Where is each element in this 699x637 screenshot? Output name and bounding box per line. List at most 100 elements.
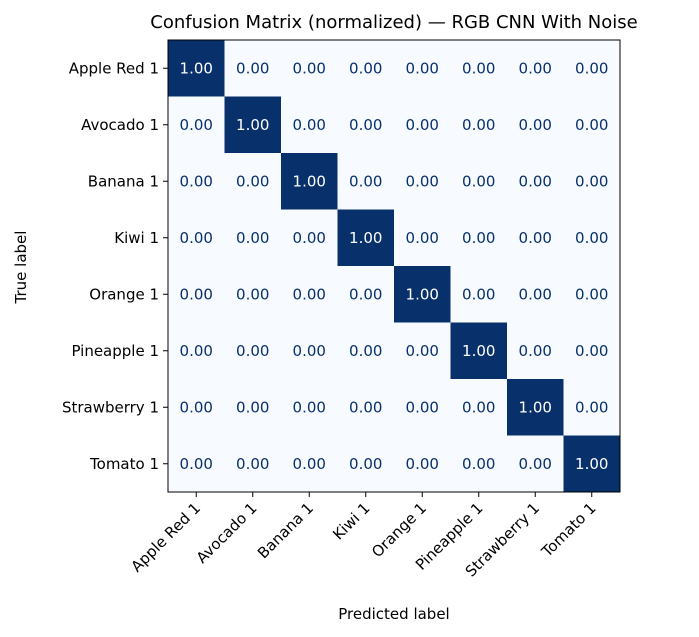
- cell-value-label: 0.00: [575, 342, 608, 360]
- heatmap-cell: [450, 379, 508, 436]
- y-tick-label: Orange 1: [89, 285, 159, 303]
- heatmap-cell: [507, 322, 564, 380]
- heatmap-cell: [507, 435, 564, 493]
- cell-value-label: 0.00: [293, 116, 326, 134]
- heatmap-cells: [168, 40, 621, 493]
- y-tick-label: Banana 1: [88, 172, 159, 190]
- cell-value-label: 0.00: [236, 285, 269, 303]
- cell-value-label: 0.00: [180, 229, 213, 247]
- heatmap-cell: [281, 96, 338, 154]
- cell-value-label: 0.00: [406, 229, 439, 247]
- cell-value-label: 0.00: [462, 59, 495, 77]
- heatmap-cell: [563, 266, 621, 323]
- heatmap-cell: [394, 379, 451, 436]
- heatmap-cell: [168, 96, 225, 154]
- cell-value-label: 1.00: [519, 398, 552, 416]
- heatmap-cell: [394, 209, 451, 267]
- x-tick-label: Avocado 1: [193, 499, 261, 567]
- cell-value-label: 0.00: [293, 285, 326, 303]
- cell-value-label: 0.00: [519, 455, 552, 473]
- cell-value-label: 0.00: [349, 59, 382, 77]
- cell-value-label: 0.00: [180, 342, 213, 360]
- heatmap-cell: [337, 96, 395, 154]
- heatmap-cell: [168, 379, 225, 436]
- heatmap-cell: [224, 96, 282, 154]
- cell-value-label: 0.00: [293, 455, 326, 473]
- x-tick-label: Tomato 1: [537, 499, 599, 561]
- y-axis-label: True label: [12, 231, 30, 305]
- cell-value-label: 1.00: [462, 342, 495, 360]
- heatmap-cell: [281, 322, 338, 380]
- heatmap-cell: [168, 153, 225, 210]
- heatmap-cell: [450, 435, 508, 493]
- cell-value-label: 0.00: [406, 398, 439, 416]
- x-tick-label: Banana 1: [254, 499, 317, 562]
- heatmap-cell: [224, 322, 282, 380]
- heatmap-cell: [281, 379, 338, 436]
- heatmap-cell: [450, 153, 508, 210]
- cell-value-label: 0.00: [406, 455, 439, 473]
- heatmap-cell-labels: 1.00 0.00 0.00 0.00 0.00 0.00 0.00 0.00 0.00 1.00…: [180, 59, 609, 473]
- cell-value-label: 0.00: [406, 342, 439, 360]
- cell-value-label: 0.00: [519, 172, 552, 190]
- cell-value-label: 0.00: [575, 229, 608, 247]
- heatmap-cell: [450, 40, 508, 97]
- heatmap-cell: [337, 435, 395, 493]
- cell-value-label: 0.00: [180, 398, 213, 416]
- heatmap-cell: [394, 96, 451, 154]
- heatmap-cell: [337, 153, 395, 210]
- x-tick-label: Apple Red 1: [128, 499, 205, 576]
- cell-value-label: 0.00: [293, 342, 326, 360]
- heatmap-cell: [337, 209, 395, 267]
- cell-value-label: 0.00: [236, 172, 269, 190]
- heatmap-cell: [507, 153, 564, 210]
- cell-value-label: 1.00: [293, 172, 326, 190]
- cell-value-label: 0.00: [462, 398, 495, 416]
- heatmap-cell: [563, 322, 621, 380]
- cell-value-label: 0.00: [349, 116, 382, 134]
- cell-value-label: 0.00: [349, 455, 382, 473]
- heatmap-cell: [224, 40, 282, 97]
- heatmap-cell: [507, 40, 564, 97]
- cell-value-label: 0.00: [462, 229, 495, 247]
- cell-value-label: 0.00: [462, 116, 495, 134]
- heatmap-cell: [281, 266, 338, 323]
- y-tick-label: Avocado 1: [81, 116, 159, 134]
- cell-value-label: 0.00: [236, 398, 269, 416]
- cell-value-label: 0.00: [293, 59, 326, 77]
- x-axis-label: Predicted label: [338, 605, 449, 623]
- heatmap-cell: [563, 435, 621, 493]
- cell-value-label: 1.00: [349, 229, 382, 247]
- cell-value-label: 0.00: [575, 116, 608, 134]
- heatmap-cell: [281, 153, 338, 210]
- heatmap-cell: [507, 379, 564, 436]
- heatmap-cell: [168, 40, 225, 97]
- cell-value-label: 0.00: [406, 59, 439, 77]
- heatmap-cell: [394, 322, 451, 380]
- cell-value-label: 0.00: [180, 172, 213, 190]
- heatmap-cell: [450, 209, 508, 267]
- cell-value-label: 0.00: [180, 455, 213, 473]
- cell-value-label: 0.00: [462, 172, 495, 190]
- cell-value-label: 0.00: [575, 59, 608, 77]
- heatmap-cell: [450, 266, 508, 323]
- heatmap-cell: [224, 266, 282, 323]
- y-tick-label: Tomato 1: [89, 455, 159, 473]
- cell-value-label: 0.00: [293, 398, 326, 416]
- heatmap-cell: [394, 40, 451, 97]
- cell-value-label: 0.00: [349, 285, 382, 303]
- cell-value-label: 0.00: [462, 455, 495, 473]
- heatmap-cell: [563, 209, 621, 267]
- cell-value-label: 1.00: [236, 116, 269, 134]
- cell-value-label: 0.00: [462, 285, 495, 303]
- heatmap-cell: [281, 209, 338, 267]
- heatmap-cell: [281, 435, 338, 493]
- heatmap-cell: [168, 266, 225, 323]
- chart-title: Confusion Matrix (normalized) — RGB CNN …: [150, 12, 637, 33]
- heatmap-cell: [563, 96, 621, 154]
- heatmap-cell: [224, 379, 282, 436]
- cell-value-label: 0.00: [293, 229, 326, 247]
- heatmap-cell: [507, 209, 564, 267]
